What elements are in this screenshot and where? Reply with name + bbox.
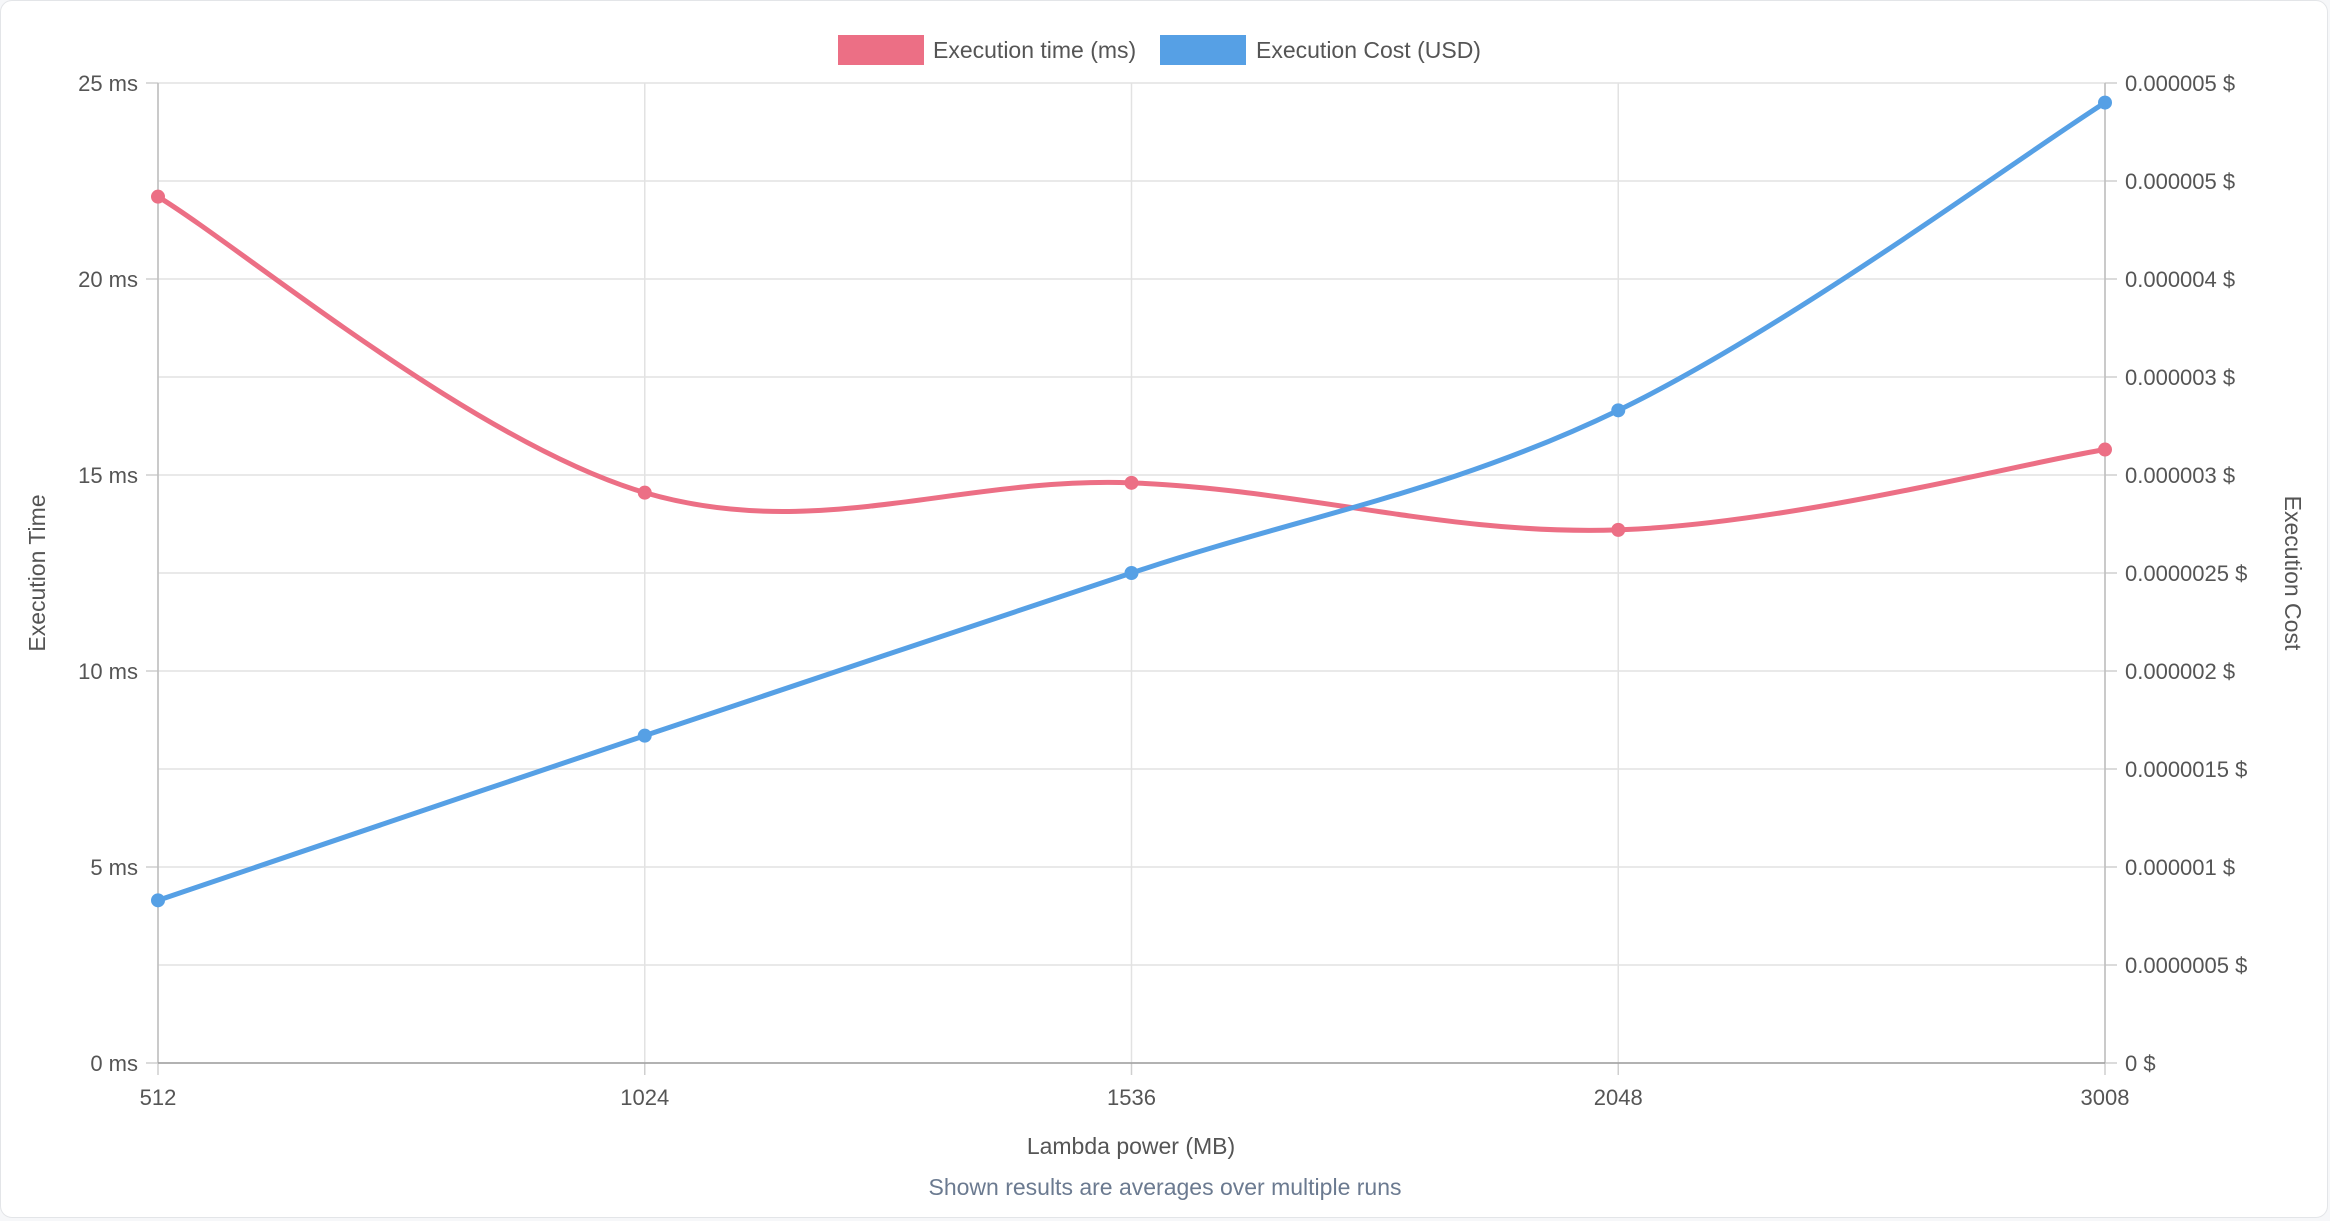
y-right-axis-title: Execution Cost	[2280, 496, 2306, 651]
data-point-execution-time[interactable]	[1124, 475, 1139, 490]
y-left-tick-label: 15 ms	[78, 463, 138, 488]
data-point-execution-cost[interactable]	[2098, 95, 2112, 110]
y-left-tick-label: 10 ms	[78, 659, 138, 684]
y-right-tick-label: 0.000004 $	[2125, 267, 2235, 292]
legend[interactable]: Execution time (ms) Execution Cost (USD)	[838, 35, 1481, 65]
y-right-tick-label: 0.000003 $	[2125, 463, 2235, 488]
y-right-tick-label: 0.000002 $	[2125, 659, 2235, 684]
footnote: Shown results are averages over multiple…	[928, 1174, 1401, 1200]
data-points	[151, 95, 2112, 908]
legend-swatch-execution-cost[interactable]	[1160, 35, 1246, 65]
tick-labels: 0 ms 5 ms 10 ms 15 ms 20 ms 25 ms 0 $ 0.0000005…	[78, 71, 2247, 1110]
y-right-tick-label: 0.000001 $	[2125, 855, 2235, 880]
x-axis-title: Lambda power (MB)	[1027, 1133, 1235, 1159]
x-tick-label: 2048	[1594, 1085, 1643, 1110]
y-right-tick-label: 0.0000005 $	[2125, 953, 2247, 978]
y-left-tick-label: 20 ms	[78, 267, 138, 292]
y-right-tick-label: 0.0000025 $	[2125, 561, 2247, 586]
x-tick-label: 512	[140, 1085, 177, 1110]
data-point-execution-cost[interactable]	[151, 893, 165, 908]
y-right-tick-label: 0.000005 $	[2125, 169, 2235, 194]
data-point-execution-time[interactable]	[1611, 522, 1626, 537]
data-point-execution-time[interactable]	[2098, 442, 2112, 457]
y-right-tick-label: 0.000005 $	[2125, 71, 2235, 96]
y-left-axis-title: Execution Time	[24, 494, 50, 651]
y-right-tick-label: 0 $	[2125, 1051, 2156, 1076]
legend-label-execution-time[interactable]: Execution time (ms)	[933, 37, 1136, 63]
x-tick-label: 3008	[2081, 1085, 2130, 1110]
y-left-tick-label: 25 ms	[78, 71, 138, 96]
data-point-execution-time[interactable]	[151, 189, 165, 204]
y-right-tick-label: 0.000003 $	[2125, 365, 2235, 390]
y-right-tick-label: 0.0000015 $	[2125, 757, 2247, 782]
legend-label-execution-cost[interactable]: Execution Cost (USD)	[1256, 37, 1481, 63]
data-point-execution-cost[interactable]	[1124, 566, 1139, 580]
x-tick-label: 1536	[1107, 1085, 1156, 1110]
data-point-execution-cost[interactable]	[1611, 403, 1626, 418]
data-point-execution-time[interactable]	[637, 485, 652, 500]
legend-swatch-execution-time[interactable]	[838, 35, 924, 65]
y-left-tick-label: 5 ms	[90, 855, 138, 880]
y-left-tick-label: 0 ms	[90, 1051, 138, 1076]
data-point-execution-cost[interactable]	[637, 728, 652, 743]
x-tick-label: 1024	[620, 1085, 669, 1110]
